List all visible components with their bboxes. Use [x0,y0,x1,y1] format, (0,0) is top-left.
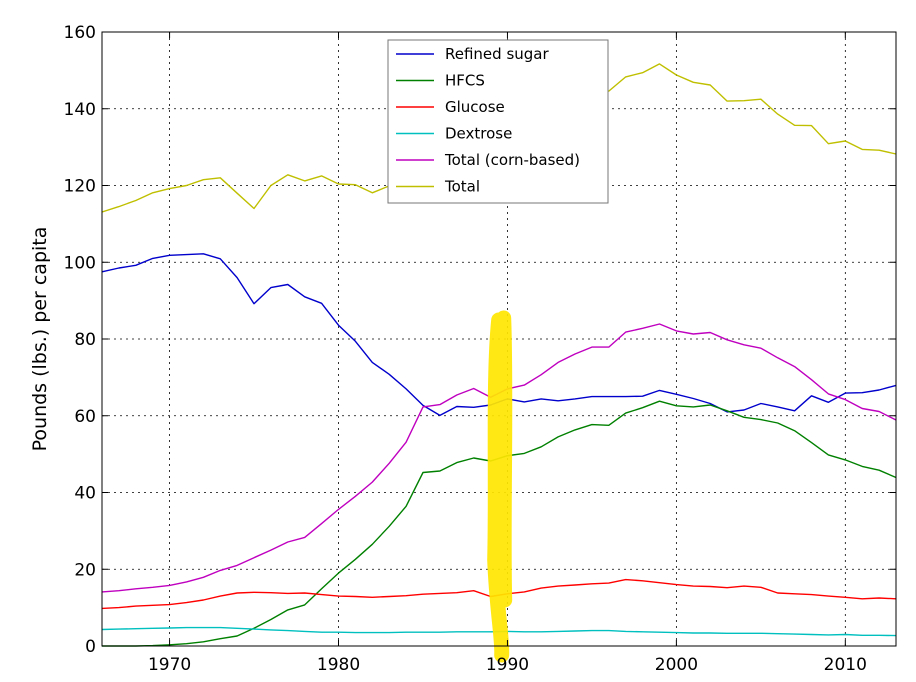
legend-label-total: Total [444,178,480,196]
legend-label-refined-sugar: Refined sugar [445,45,549,63]
legend-label-glucose: Glucose [445,98,505,116]
x-tick-label: 1990 [486,655,529,675]
x-tick-label: 1970 [148,655,191,675]
y-axis-label: Pounds (lbs.) per capita [29,227,51,452]
y-tick-label: 0 [85,637,96,657]
highlighter-stroke [487,310,513,663]
legend-label-hfcs: HFCS [445,72,485,90]
highlighter-annotation [487,310,513,663]
axis-ticks [102,31,896,647]
y-tick-label: 120 [64,177,96,197]
y-tick-label: 20 [74,560,96,580]
y-tick-label: 80 [74,330,96,350]
y-tick-label: 160 [64,23,96,43]
y-tick-label: 60 [74,407,96,427]
x-tick-label: 2000 [655,655,698,675]
y-tick-label: 140 [64,100,96,120]
legend: Refined sugar HFCS Glucose Dextrose Total (c… [387,39,609,204]
y-tick-label: 100 [64,253,96,273]
x-tick-label: 2010 [824,655,867,675]
legend-box [387,39,609,204]
legend-label-dextrose: Dextrose [445,125,512,143]
y-tick-label: 40 [74,484,96,504]
x-tick-label: 1980 [317,655,360,675]
legend-label-total-corn-based: Total (corn-based) [444,151,580,169]
x-tick-labels: 1970 1980 1990 2000 2010 [148,655,867,675]
y-tick-labels: 0 20 40 60 80 100 120 140 160 [64,23,96,657]
